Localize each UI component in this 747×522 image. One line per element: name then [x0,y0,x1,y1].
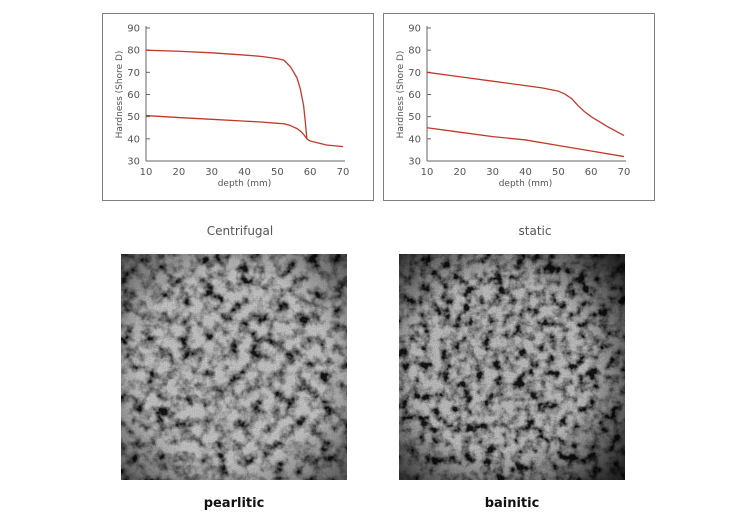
x-tick-label: 40 [519,167,532,178]
chart-static: 30 40 50 60 70 80 90 10 20 30 40 50 60 70 depth (mm) Ha… [383,13,655,201]
caption-static: static [518,224,552,238]
x-tick-label: 10 [421,167,434,178]
y-tick-label: 30 [408,157,421,168]
chart-centrifugal: 30 40 50 60 70 80 90 10 20 30 40 50 60 70 depth (mm) Ha… [102,13,374,201]
y-tick-label: 40 [127,134,140,145]
y-tick-label: 60 [408,90,421,101]
y-tick-label: 90 [408,24,421,35]
y-tick-label: 50 [127,112,140,123]
y-tick-label: 70 [408,68,421,79]
y-tick-label: 60 [127,90,140,101]
x-tick-label: 50 [271,167,284,178]
x-axis-label: depth (mm) [218,179,272,189]
x-tick-label: 20 [172,167,185,178]
x-tick-label: 30 [486,167,499,178]
caption-centrifugal: Centrifugal [206,224,274,238]
y-tick-label: 30 [127,157,140,168]
y-tick-label: 40 [408,134,421,145]
x-tick-label: 60 [304,167,317,178]
x-tick-label: 70 [618,167,631,178]
chart-centrifugal-plot: 30 40 50 60 70 80 90 10 20 30 40 50 60 70 depth (mm) Ha… [115,24,350,190]
chart-static-plot: 30 40 50 60 70 80 90 10 20 30 40 50 60 70 depth (mm) Ha… [396,24,631,190]
micrograph-bainitic [399,254,625,480]
y-axis-label: Hardness (Shore D) [396,51,406,139]
y-tick-label: 50 [408,112,421,123]
series-line-upper [426,71,625,137]
x-axis-label: depth (mm) [499,179,553,189]
x-tick-label: 70 [337,167,350,178]
x-tick-label: 10 [140,167,153,178]
series-line-upper [145,49,344,148]
series-line-lower [426,127,625,158]
label-pearlitic: pearlitic [203,496,265,511]
label-bainitic: bainitic [484,496,540,511]
y-tick-label: 80 [408,46,421,57]
x-tick-label: 40 [238,167,251,178]
y-tick-label: 70 [127,68,140,79]
y-tick-label: 80 [127,46,140,57]
x-tick-label: 30 [205,167,218,178]
series-line-lower [145,114,308,140]
y-tick-label: 90 [127,24,140,35]
x-tick-label: 50 [552,167,565,178]
x-tick-label: 60 [585,167,598,178]
x-tick-label: 20 [453,167,466,178]
micrograph-pearlitic [121,254,347,480]
y-axis-label: Hardness (Shore D) [115,51,125,139]
